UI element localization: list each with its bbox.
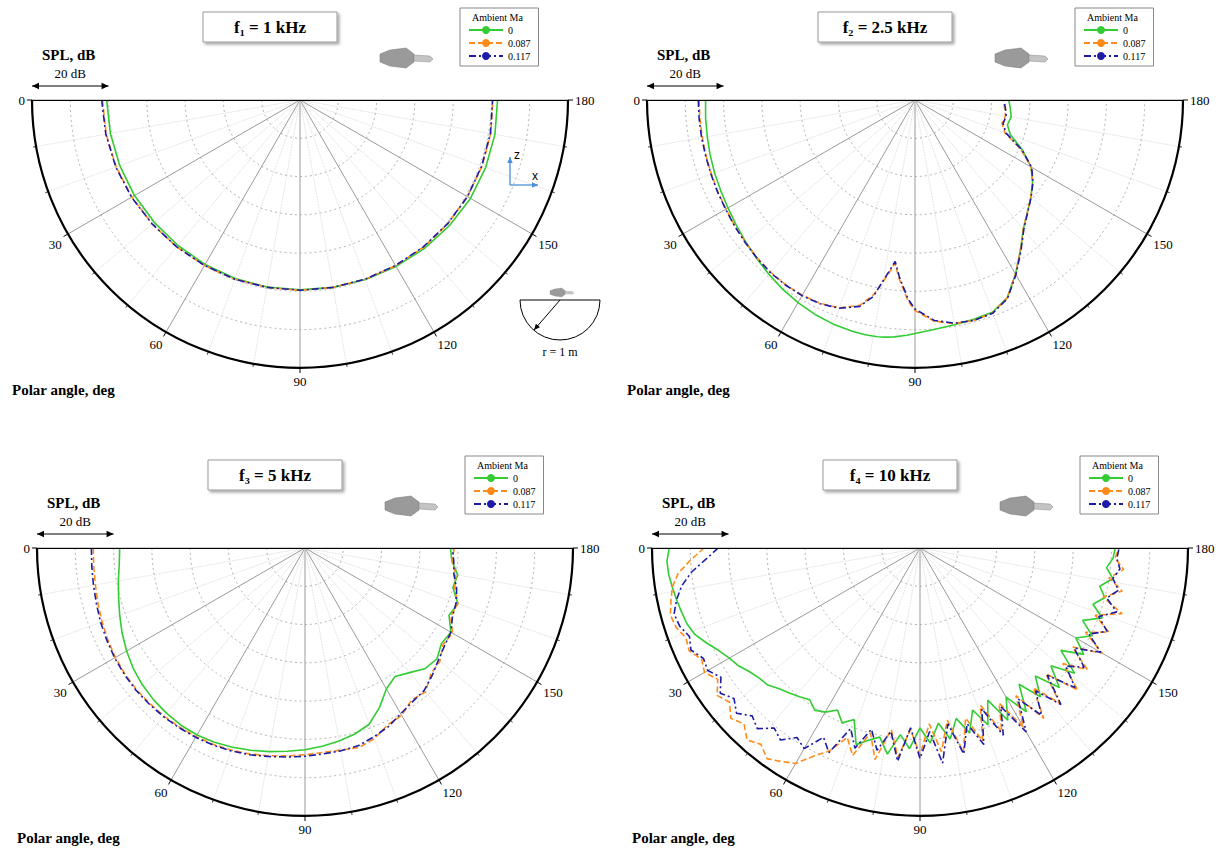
svg-text:20 dB: 20 dB (60, 514, 92, 529)
svg-text:f₃ = 5 kHz: f₃ = 5 kHz (239, 466, 311, 485)
svg-text:0: 0 (513, 473, 518, 484)
svg-text:30: 30 (664, 237, 677, 252)
svg-text:0.117: 0.117 (1128, 499, 1150, 510)
svg-text:0.087: 0.087 (1128, 486, 1151, 497)
svg-text:Ambient Ma: Ambient Ma (1087, 12, 1138, 23)
svg-text:30: 30 (669, 685, 682, 700)
svg-text:60: 60 (155, 785, 168, 800)
svg-text:0: 0 (639, 541, 646, 556)
svg-text:SPL, dB: SPL, dB (42, 47, 95, 63)
svg-text:90: 90 (909, 374, 922, 389)
svg-text:0.117: 0.117 (508, 51, 530, 62)
svg-text:Polar angle, deg: Polar angle, deg (627, 382, 730, 398)
svg-text:0: 0 (634, 93, 641, 108)
svg-text:Ambient Ma: Ambient Ma (1092, 460, 1143, 471)
svg-text:Ambient Ma: Ambient Ma (472, 12, 523, 23)
svg-text:180: 180 (1190, 93, 1210, 108)
svg-text:60: 60 (765, 337, 778, 352)
svg-text:0: 0 (24, 541, 31, 556)
svg-text:90: 90 (294, 374, 307, 389)
svg-text:0: 0 (19, 93, 26, 108)
svg-text:0.087: 0.087 (508, 38, 531, 49)
svg-text:z: z (514, 148, 520, 162)
svg-text:180: 180 (575, 93, 595, 108)
svg-text:Polar angle, deg: Polar angle, deg (17, 830, 120, 846)
svg-text:0: 0 (1128, 473, 1133, 484)
svg-text:0: 0 (1123, 25, 1128, 36)
svg-text:f₄ = 10 kHz: f₄ = 10 kHz (850, 466, 931, 485)
svg-text:180: 180 (1195, 541, 1215, 556)
svg-text:SPL, dB: SPL, dB (47, 495, 100, 511)
svg-text:60: 60 (770, 785, 783, 800)
svg-text:30: 30 (54, 685, 67, 700)
svg-text:180: 180 (580, 541, 600, 556)
svg-text:90: 90 (914, 822, 927, 837)
svg-text:150: 150 (1158, 685, 1178, 700)
svg-text:r = 1 m: r = 1 m (542, 345, 578, 359)
svg-text:0: 0 (508, 25, 513, 36)
svg-text:SPL, dB: SPL, dB (662, 495, 715, 511)
svg-text:120: 120 (443, 785, 463, 800)
svg-text:x: x (532, 169, 538, 183)
svg-text:Polar angle, deg: Polar angle, deg (12, 382, 115, 398)
svg-text:90: 90 (299, 822, 312, 837)
svg-text:Ambient Ma: Ambient Ma (477, 460, 528, 471)
svg-text:f₂ = 2.5 kHz: f₂ = 2.5 kHz (843, 18, 928, 37)
svg-text:150: 150 (538, 237, 558, 252)
svg-text:60: 60 (150, 337, 163, 352)
svg-text:SPL, dB: SPL, dB (657, 47, 710, 63)
svg-text:f₁ = 1 kHz: f₁ = 1 kHz (234, 18, 306, 37)
svg-text:20 dB: 20 dB (55, 66, 87, 81)
svg-text:0.117: 0.117 (1123, 51, 1145, 62)
svg-text:0.087: 0.087 (1123, 38, 1146, 49)
svg-text:120: 120 (1058, 785, 1078, 800)
svg-text:150: 150 (1153, 237, 1173, 252)
svg-text:120: 120 (1053, 337, 1073, 352)
svg-text:0.087: 0.087 (513, 486, 536, 497)
svg-text:20 dB: 20 dB (675, 514, 707, 529)
svg-text:Polar angle, deg: Polar angle, deg (632, 830, 735, 846)
svg-text:0.117: 0.117 (513, 499, 535, 510)
svg-text:20 dB: 20 dB (670, 66, 702, 81)
svg-text:30: 30 (49, 237, 62, 252)
svg-text:150: 150 (543, 685, 563, 700)
svg-text:120: 120 (438, 337, 458, 352)
